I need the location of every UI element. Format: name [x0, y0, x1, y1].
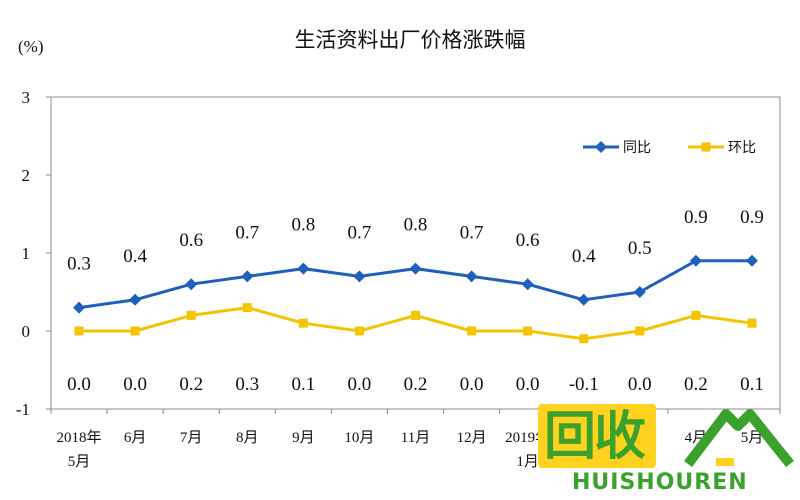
data-point-mom [298, 318, 308, 328]
watermark-cn-text: 回收 [544, 407, 646, 467]
data-label-yoy: 0.4 [572, 246, 596, 267]
data-label-yoy: 0.8 [404, 215, 428, 236]
data-label-yoy: 0.5 [628, 238, 652, 259]
data-point-mom [635, 326, 645, 336]
data-label-mom: 0.2 [684, 374, 708, 395]
data-point-mom [523, 326, 533, 336]
data-point-yoy [577, 293, 590, 306]
data-label-yoy: 0.6 [516, 230, 540, 251]
data-label-mom: 0.0 [123, 374, 147, 395]
data-label-mom: 0.1 [740, 374, 764, 395]
data-point-mom [691, 310, 701, 320]
data-point-yoy [73, 301, 86, 314]
data-point-mom [579, 334, 589, 344]
legend-label: 环比 [728, 140, 756, 156]
x-tick-label: 2018年 [57, 429, 102, 446]
y-axis: -1 0 1 2 3 [16, 88, 51, 419]
data-point-mom [74, 326, 84, 336]
data-point-mom [354, 326, 364, 336]
x-tick-label: 5月 [741, 430, 764, 446]
data-label-mom: 0.0 [516, 374, 540, 395]
data-point-yoy [521, 278, 534, 291]
data-labels-layer: 0.3 0.4 0.6 0.7 0.8 0.7 0.8 0.7 0.6 0.4 0.5 0.9 0.9 0… [67, 207, 764, 395]
y-tick-label: 0 [22, 322, 31, 341]
data-point-yoy [409, 262, 422, 275]
x-tick-label: 5月 [68, 454, 91, 470]
data-point-yoy [689, 254, 702, 267]
data-label-yoy: 0.8 [291, 215, 315, 236]
data-point-yoy [633, 286, 646, 298]
data-label-mom: 0.2 [179, 374, 203, 395]
data-point-mom [747, 318, 757, 328]
data-label-mom: 0.3 [235, 374, 259, 395]
x-tick-label: 1月 [516, 454, 539, 470]
x-tick-label: 10月 [344, 430, 374, 446]
watermark-en-text: HUISHOUREN [572, 470, 748, 495]
x-tick-label: 12月 [457, 430, 487, 446]
data-label-mom: 0.0 [460, 374, 484, 395]
data-label-yoy: 0.3 [67, 254, 91, 275]
data-point-mom [411, 310, 420, 320]
data-label-mom: -0.1 [569, 374, 599, 395]
data-label-yoy: 0.9 [740, 207, 764, 228]
data-point-yoy [185, 278, 198, 291]
y-unit-label: (%) [18, 37, 43, 56]
y-tick-label: -1 [16, 400, 30, 419]
watermark-badge [538, 404, 656, 468]
watermark-logo: 回收 HUISHOUREN [538, 404, 800, 500]
y-tick-label: 2 [22, 166, 31, 185]
data-label-yoy: 0.7 [235, 222, 259, 243]
data-point-mom [242, 303, 252, 313]
data-label-yoy: 0.9 [684, 207, 708, 228]
x-tick-label: 6月 [124, 430, 147, 446]
x-tick-label: 11月 [401, 430, 430, 446]
data-point-yoy [353, 270, 366, 283]
data-point-mom [467, 326, 477, 336]
data-point-yoy [241, 270, 254, 283]
data-label-yoy: 0.7 [460, 222, 484, 243]
data-label-mom: 0.0 [628, 374, 652, 395]
data-point-yoy [129, 293, 142, 306]
plot-area-frame [50, 96, 781, 410]
watermark-person-icon [684, 409, 794, 468]
data-point-yoy [745, 254, 758, 267]
legend-label: 同比 [623, 140, 651, 156]
x-tick-label: 8月 [236, 430, 259, 446]
data-point-yoy [465, 270, 478, 283]
data-label-yoy: 0.6 [179, 230, 203, 251]
legend: 同比 环比 [583, 140, 756, 156]
x-tick-label: 7月 [180, 430, 203, 446]
legend-marker [595, 141, 607, 153]
data-label-yoy: 0.4 [123, 246, 147, 267]
data-point-mom [130, 326, 140, 336]
series-layer [73, 254, 758, 344]
data-label-mom: 0.0 [67, 374, 91, 395]
data-point-yoy [297, 262, 310, 275]
y-tick-label: 3 [22, 88, 31, 107]
data-label-mom: 0.1 [291, 374, 315, 395]
data-label-mom: 0.0 [348, 374, 372, 395]
data-label-yoy: 0.7 [348, 222, 372, 243]
data-label-mom: 0.2 [404, 374, 428, 395]
chart-title: 生活资料出厂价格涨跌幅 [295, 28, 526, 52]
y-tick-label: 1 [22, 244, 31, 263]
data-point-mom [186, 310, 196, 320]
legend-marker [701, 142, 711, 152]
x-tick-label: 9月 [292, 430, 315, 446]
